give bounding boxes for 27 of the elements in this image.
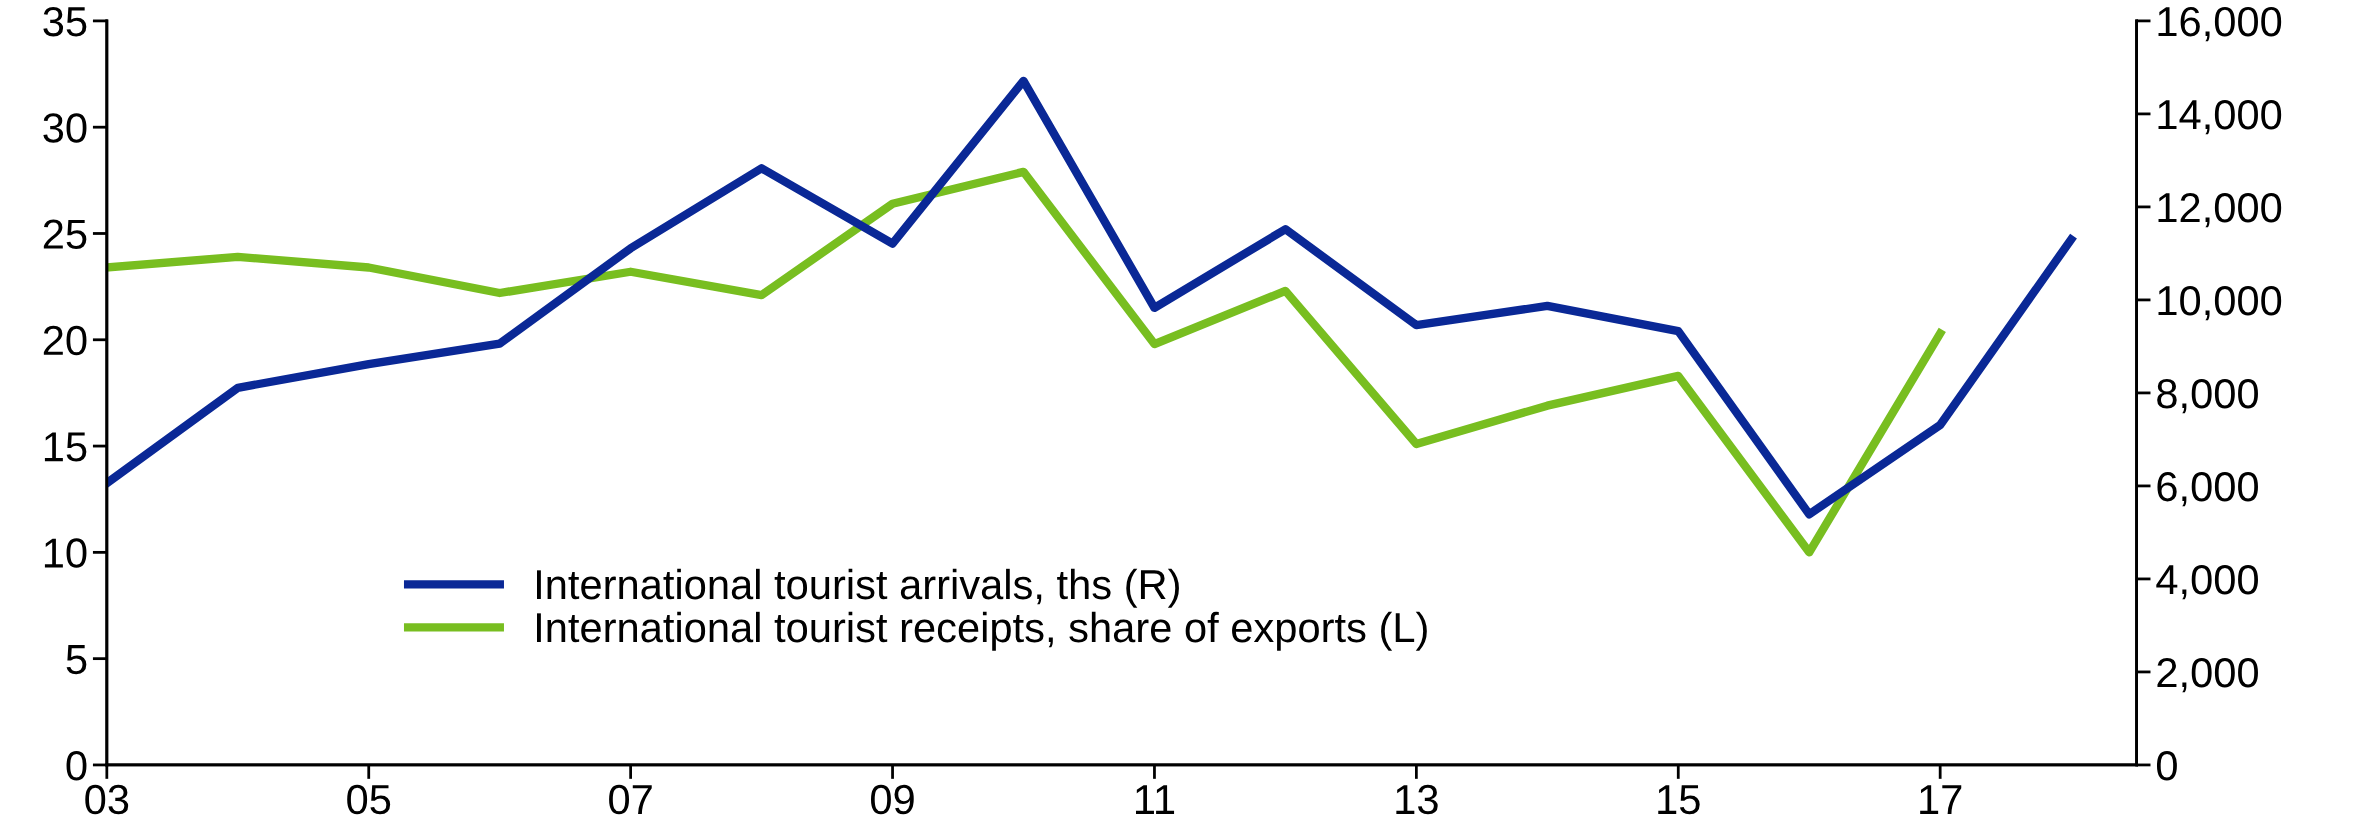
x-tick-label: 07 <box>609 784 652 815</box>
y2-tick-label: 0 <box>2156 750 2177 781</box>
y-tick-label: 35 <box>43 6 87 37</box>
y-tick-label: 5 <box>66 645 87 675</box>
y2-tick-label: 6,000 <box>2157 471 2258 507</box>
y2-tick-label: 14,000 <box>2158 99 2282 135</box>
x-tick-label: 09 <box>871 784 914 815</box>
legend-label: International tourist receipts, share of exports (L) <box>536 611 1427 651</box>
y2-tick-label: 12,000 <box>2158 192 2282 228</box>
x-tick-label: 15 <box>1658 785 1700 815</box>
y2-tick-label: 4,000 <box>2156 564 2258 600</box>
x-tick-label: 17 <box>1920 785 1962 814</box>
x-tick-label: 11 <box>1136 785 1175 814</box>
y-tick-label: 25 <box>43 219 87 249</box>
y-tick-label: 30 <box>43 113 87 143</box>
legend-label: International tourist arrivals, ths (R) <box>536 568 1179 608</box>
y2-tick-label: 10,000 <box>2158 285 2282 321</box>
x-tick-label: 13 <box>1396 784 1438 815</box>
x-tick-label: 03 <box>85 784 129 815</box>
y-tick-label: 0 <box>66 750 87 781</box>
y-tick-label: 20 <box>43 325 87 356</box>
y2-tick-label: 8,000 <box>2157 378 2258 414</box>
y-tick-label: 15 <box>44 432 87 462</box>
y2-tick-label: 16,000 <box>2158 6 2282 42</box>
y-tick-label: 10 <box>44 538 87 568</box>
y2-tick-label: 2,000 <box>2157 657 2258 693</box>
x-tick-label: 05 <box>347 784 391 815</box>
